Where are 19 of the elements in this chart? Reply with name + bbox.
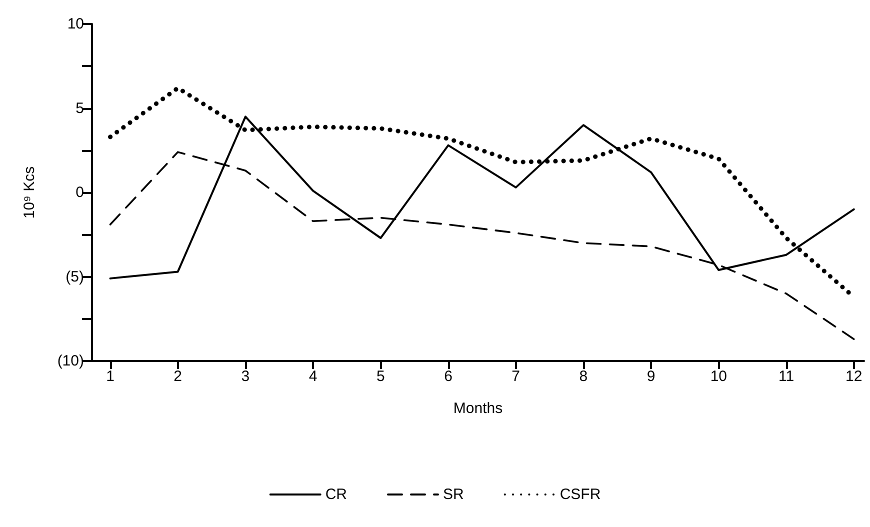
x-tick-label: 11 — [778, 368, 794, 385]
x-tick-label: 8 — [579, 368, 588, 385]
x-tick-label: 1 — [106, 368, 114, 385]
x-tick-label: 6 — [444, 368, 452, 385]
x-axis-title: Months — [453, 400, 503, 417]
x-tick-label: 5 — [376, 368, 385, 385]
x-tick-label: 2 — [174, 368, 182, 385]
x-tick-label: 10 — [710, 368, 727, 385]
legend-label: CR — [325, 486, 348, 503]
y-tick-label: (10) — [57, 352, 84, 370]
x-tick-label: 7 — [512, 368, 520, 385]
legend-label: SR — [443, 486, 464, 503]
y-axis-title: 10⁹ Kcs — [21, 166, 38, 219]
y-tick-label: (5) — [66, 268, 84, 286]
x-tick-label: 9 — [646, 368, 656, 385]
x-tick-label: 12 — [846, 368, 862, 385]
x-tick-label: 3 — [241, 368, 250, 385]
legend-label: CSFR — [560, 486, 601, 503]
x-tick-label: 4 — [308, 368, 318, 385]
